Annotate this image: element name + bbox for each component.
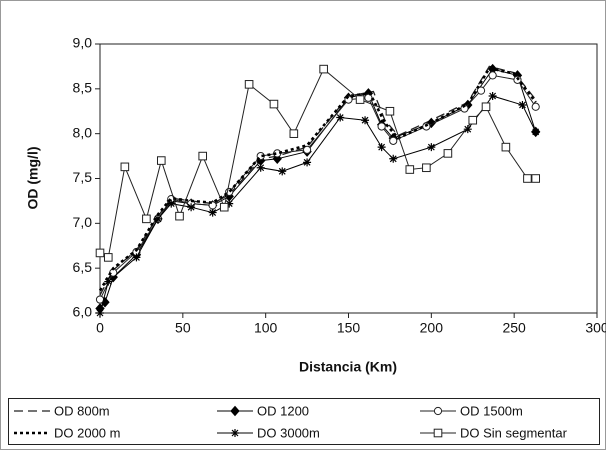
legend-label: OD 800m bbox=[54, 403, 110, 418]
marker-square bbox=[142, 214, 151, 224]
marker-square bbox=[443, 149, 453, 158]
marker-square bbox=[289, 129, 299, 138]
x-tick-label: 100 bbox=[254, 320, 278, 336]
x-tick-label: 300 bbox=[585, 320, 606, 336]
marker-circle bbox=[433, 406, 443, 416]
marker-star bbox=[225, 199, 234, 208]
marker-square bbox=[269, 99, 279, 109]
marker-star bbox=[104, 277, 113, 286]
y-tick-label: 6,5 bbox=[73, 259, 93, 275]
marker-square bbox=[355, 95, 365, 104]
marker-square bbox=[244, 80, 254, 89]
x-tick-label: 50 bbox=[175, 320, 191, 336]
marker-star bbox=[167, 199, 176, 208]
marker-circle bbox=[531, 102, 540, 111]
legend-item: DO 3000m bbox=[217, 425, 320, 440]
legend-item: OD 1200 bbox=[217, 403, 309, 418]
marker-star bbox=[96, 309, 104, 317]
legend-item: DO Sin segmentar bbox=[420, 425, 568, 440]
series-line bbox=[99, 65, 537, 296]
marker-star bbox=[187, 203, 196, 212]
marker-square bbox=[422, 163, 431, 173]
legend-label: OD 1200 bbox=[257, 403, 309, 418]
marker-square bbox=[531, 174, 541, 183]
marker-square bbox=[198, 151, 208, 161]
marker-square bbox=[95, 248, 105, 258]
x-tick-label: 0 bbox=[96, 320, 104, 336]
marker-square bbox=[319, 64, 328, 74]
marker-diamond bbox=[230, 405, 240, 417]
series-line bbox=[99, 68, 536, 259]
legend-label: DO 2000 m bbox=[54, 425, 120, 440]
marker-square bbox=[120, 162, 130, 172]
marker-star bbox=[427, 143, 436, 152]
marker-square bbox=[219, 202, 229, 212]
marker-star bbox=[531, 127, 540, 136]
marker-square bbox=[156, 156, 166, 165]
marker-star bbox=[256, 163, 265, 172]
marker-star bbox=[463, 125, 472, 134]
y-tick-label: 7,0 bbox=[73, 214, 93, 230]
marker-square bbox=[103, 253, 113, 262]
series-line bbox=[98, 66, 537, 292]
x-axis-title: Distancia (Km) bbox=[299, 359, 397, 375]
legend-label: OD 1500m bbox=[460, 403, 523, 418]
marker-circle bbox=[364, 93, 373, 102]
marker-square bbox=[385, 106, 395, 116]
marker-star bbox=[132, 253, 141, 262]
marker-circle bbox=[488, 71, 497, 80]
marker-star bbox=[231, 429, 239, 437]
x-tick-label: 200 bbox=[420, 320, 444, 336]
marker-square bbox=[523, 174, 532, 183]
marker-star bbox=[278, 167, 287, 176]
marker-circle bbox=[389, 136, 398, 145]
legend-item: DO 2000 m bbox=[14, 425, 120, 440]
marker-square bbox=[501, 142, 511, 152]
marker-star bbox=[488, 92, 497, 101]
marker-star bbox=[303, 158, 312, 167]
y-tick-label: 7,5 bbox=[73, 169, 93, 185]
y-tick-label: 9,0 bbox=[73, 35, 93, 51]
marker-star bbox=[377, 143, 386, 152]
marker-square bbox=[175, 211, 184, 221]
legend-item: OD 800m bbox=[14, 403, 110, 418]
x-tick-label: 150 bbox=[337, 320, 361, 336]
legend-item: OD 1500m bbox=[420, 403, 523, 418]
marker-square bbox=[468, 115, 478, 125]
marker-circle bbox=[302, 145, 312, 154]
y-tick-label: 8,0 bbox=[73, 124, 93, 140]
legend-frame bbox=[8, 398, 600, 445]
marker-star bbox=[389, 154, 398, 163]
marker-star bbox=[208, 208, 217, 217]
legend-label: DO Sin segmentar bbox=[460, 425, 568, 440]
x-tick-label: 250 bbox=[502, 320, 526, 336]
marker-circle bbox=[377, 122, 386, 131]
y-tick-label: 6,0 bbox=[73, 304, 93, 320]
marker-star bbox=[518, 100, 527, 109]
marker-star bbox=[336, 113, 345, 122]
legend-label: DO 3000m bbox=[257, 425, 320, 440]
marker-star bbox=[361, 116, 370, 125]
marker-square bbox=[481, 102, 491, 112]
y-tick-label: 8,5 bbox=[73, 80, 93, 96]
marker-square bbox=[433, 428, 443, 438]
marker-star bbox=[153, 214, 162, 223]
marker-circle bbox=[476, 86, 486, 95]
y-axis-title: OD (mg/l) bbox=[25, 147, 41, 210]
marker-square bbox=[405, 165, 415, 174]
